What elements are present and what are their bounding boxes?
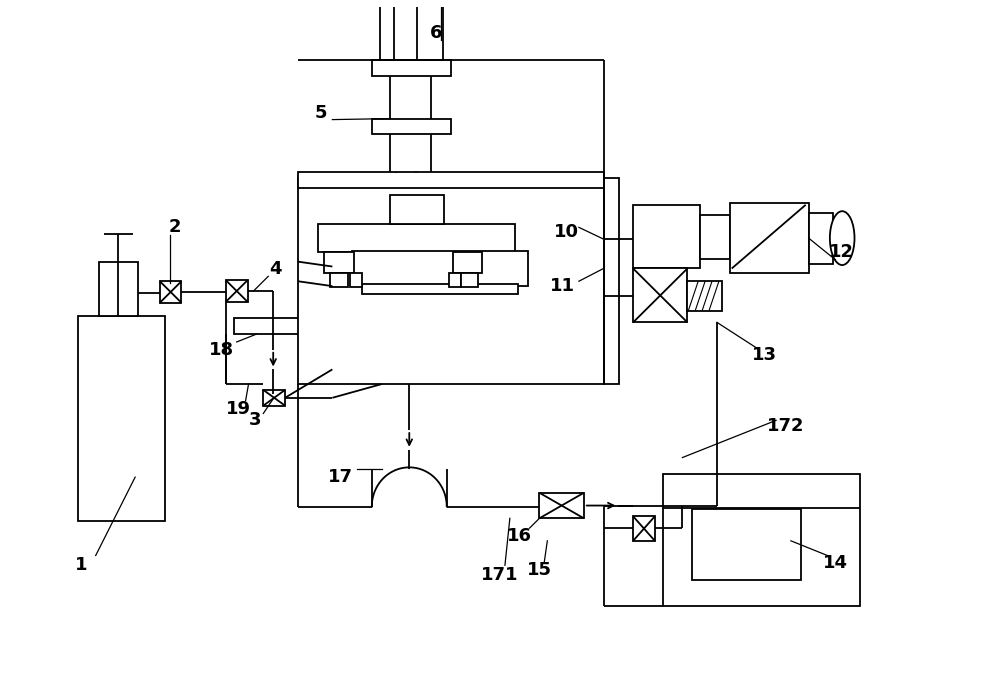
Text: 17: 17 [328, 468, 353, 486]
Bar [453, 252, 482, 273]
Bar [78, 316, 165, 522]
Bar [362, 284, 518, 294]
Text: 2: 2 [168, 218, 181, 237]
Bar [687, 282, 722, 311]
Text: 5: 5 [314, 104, 327, 122]
Bar [539, 493, 584, 518]
Bar [298, 178, 604, 384]
Bar [700, 215, 730, 258]
Bar [160, 282, 181, 303]
Text: 172: 172 [767, 418, 805, 435]
Bar [604, 178, 619, 384]
Text: 1: 1 [75, 556, 87, 575]
Text: 16: 16 [507, 527, 532, 545]
Bar [226, 280, 248, 302]
Bar [298, 173, 604, 188]
Text: 3: 3 [249, 411, 262, 429]
Bar [390, 195, 444, 224]
Bar [99, 262, 138, 316]
Text: 14: 14 [823, 554, 848, 573]
Bar [633, 269, 687, 322]
Text: 18: 18 [209, 341, 234, 359]
Ellipse shape [830, 211, 855, 265]
Bar [263, 390, 285, 406]
Bar [330, 273, 348, 287]
Text: 11: 11 [550, 277, 575, 295]
Bar [352, 251, 528, 286]
Text: 10: 10 [554, 223, 579, 241]
Text: 12: 12 [829, 243, 854, 261]
Text: 19: 19 [226, 400, 251, 418]
Bar [730, 203, 809, 273]
Bar [350, 273, 362, 287]
Bar [449, 273, 461, 287]
Bar [318, 224, 515, 252]
Bar [372, 118, 451, 134]
Bar [380, 0, 443, 60]
Bar [461, 273, 478, 287]
Bar [324, 252, 354, 273]
Bar [809, 213, 833, 264]
Text: 6: 6 [430, 24, 442, 42]
Bar [692, 509, 801, 580]
Bar [234, 318, 559, 334]
Text: 4: 4 [269, 260, 281, 279]
Bar [372, 60, 451, 75]
Bar [663, 474, 860, 607]
Text: 15: 15 [527, 561, 552, 579]
Bar [633, 205, 700, 269]
Text: 171: 171 [481, 566, 519, 584]
Bar [633, 516, 655, 541]
Text: 13: 13 [752, 345, 777, 364]
